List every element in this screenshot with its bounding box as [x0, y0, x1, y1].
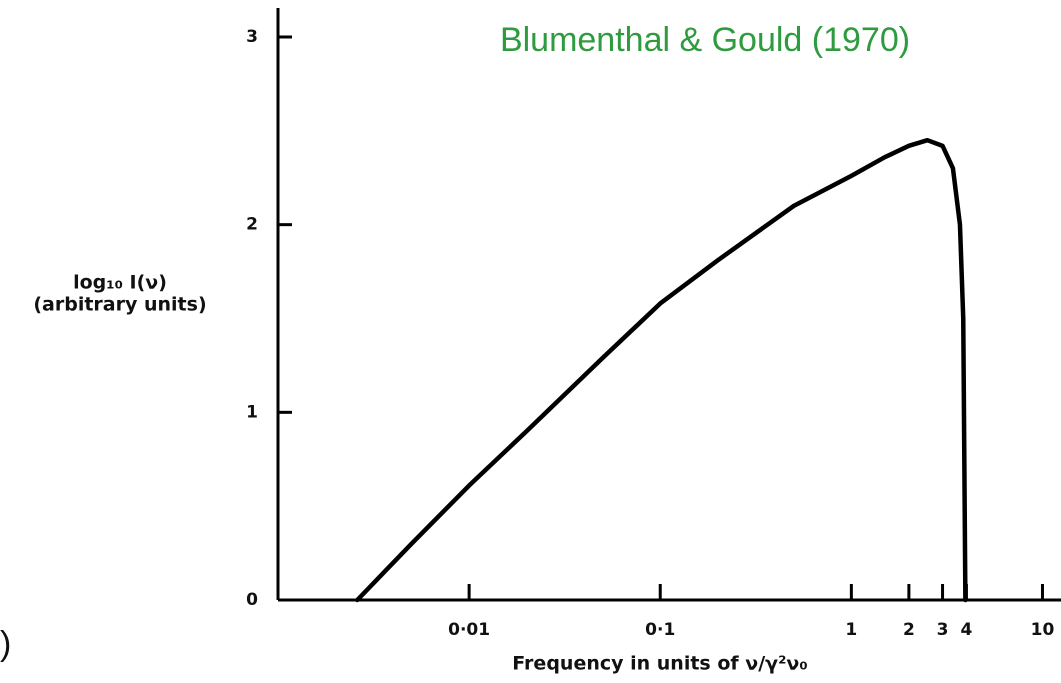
x-tick-label: 4 — [961, 620, 973, 640]
x-tick-label: 0·01 — [448, 620, 490, 640]
y-tick-label: 1 — [246, 402, 258, 422]
x-tick-label: 1 — [845, 620, 857, 640]
y-tick-label: 0 — [246, 590, 258, 610]
x-axis-label: Frequency in units of ν/γ²ν₀ — [512, 653, 807, 675]
y-tick-label: 2 — [246, 215, 258, 235]
annotation: ) — [0, 625, 11, 663]
curve — [355, 137, 968, 603]
x-tick-label: 10 — [1031, 620, 1055, 640]
y-axis-label: (arbitrary units) — [33, 294, 206, 316]
y-axis-label: log₁₀ I(ν) — [73, 272, 167, 294]
annotation: Blumenthal & Gould (1970) — [500, 21, 910, 59]
x-tick-label: 3 — [937, 620, 949, 640]
x-tick-label: 2 — [903, 620, 915, 640]
y-tick-label: 3 — [246, 27, 258, 47]
x-tick-label: 0·1 — [645, 620, 675, 640]
